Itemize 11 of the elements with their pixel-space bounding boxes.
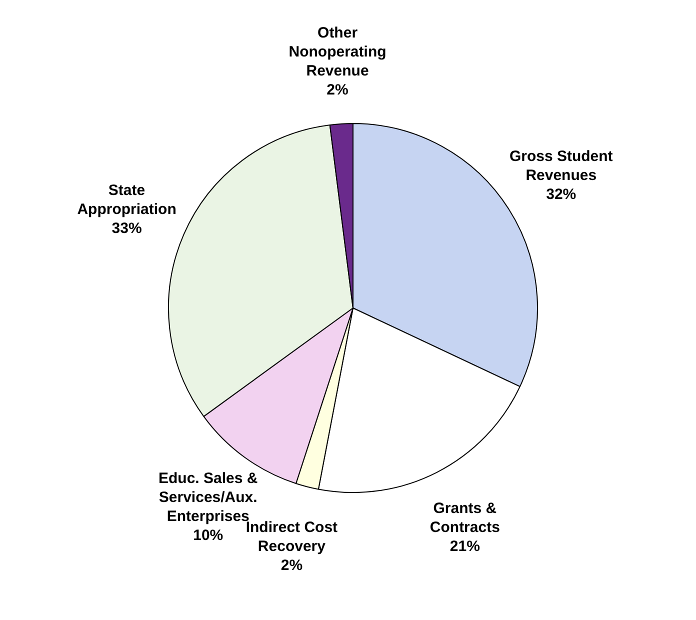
data-label: 21%	[450, 538, 480, 555]
slice-label: State Appropriation	[77, 182, 176, 218]
data-label: 10%	[193, 527, 224, 544]
slice-label: Gross Student Revenues	[509, 148, 613, 184]
slice-label: Other Nonoperating Revenue	[288, 24, 386, 80]
data-label: 32%	[546, 186, 576, 204]
slice-label: Grants & Contracts	[430, 500, 500, 536]
data-label: 2%	[280, 556, 303, 574]
data-label: 2%	[326, 82, 348, 99]
slice-label: Educ. Sales & Services/Aux. Enterprises	[158, 470, 258, 526]
data-label: 33%	[112, 220, 142, 238]
